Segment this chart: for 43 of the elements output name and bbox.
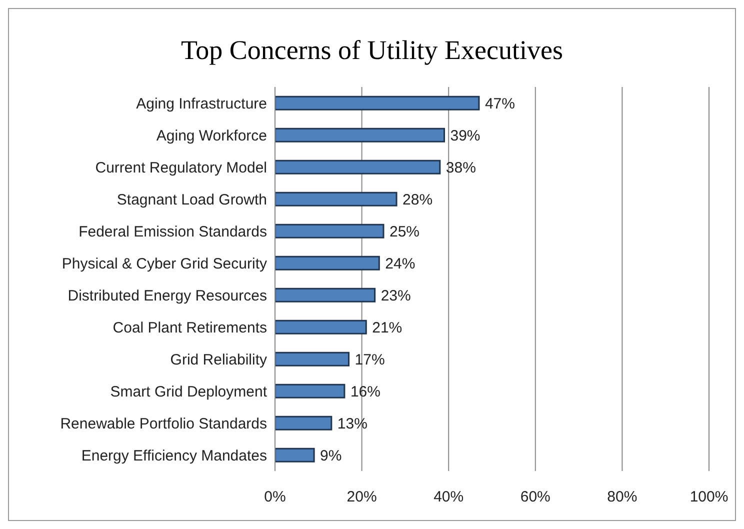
data-label: 21%	[372, 319, 402, 336]
x-tick-label: 100%	[690, 488, 728, 506]
x-tick-label: 80%	[607, 488, 638, 506]
y-tick-label: Physical & Cyber Grid Security	[62, 255, 268, 272]
data-label: 17%	[354, 351, 385, 368]
y-tick-label: Grid Reliability	[170, 351, 268, 368]
y-tick-label: Stagnant Load Growth	[116, 191, 267, 208]
data-label: 25%	[390, 223, 420, 240]
y-tick-label: Federal Emission Standards	[78, 223, 267, 240]
data-label: 47%	[484, 95, 516, 112]
data-label: 13%	[337, 415, 368, 432]
y-tick-label: Energy Efficiency Mandates	[81, 447, 267, 464]
x-tick-label: 0%	[264, 488, 286, 506]
bar	[275, 416, 332, 430]
data-label: 23%	[380, 287, 411, 304]
x-tick-label: 60%	[520, 488, 550, 506]
bar	[275, 128, 446, 142]
y-tick-label: Renewable Portfolio Standards	[60, 415, 267, 432]
bar	[275, 96, 480, 110]
data-label: 38%	[446, 159, 476, 176]
data-label: 9%	[320, 447, 342, 464]
y-tick-label: Aging Workforce	[156, 127, 267, 144]
y-tick-label: Aging Infrastructure	[136, 95, 267, 112]
bar	[275, 352, 350, 366]
data-label: 16%	[350, 383, 380, 400]
bar	[275, 288, 376, 302]
bar	[275, 192, 398, 206]
bar	[275, 160, 441, 174]
bar	[275, 224, 384, 238]
chart-title: Top Concerns of Utility Executives	[180, 35, 564, 67]
data-label: 39%	[450, 127, 480, 144]
y-tick-label: Current Regulatory Model	[95, 159, 267, 176]
bar	[275, 256, 380, 270]
x-tick-label: 20%	[346, 488, 377, 506]
data-label: 24%	[385, 255, 416, 272]
bar	[275, 320, 367, 334]
data-label: 28%	[402, 191, 433, 208]
bar	[275, 384, 346, 398]
y-tick-label: Distributed Energy Resources	[68, 287, 267, 304]
bar	[275, 448, 315, 462]
y-tick-label: Smart Grid Deployment	[110, 383, 268, 400]
y-tick-label: Coal Plant Retirements	[112, 319, 267, 336]
x-tick-label: 40%	[434, 488, 464, 506]
